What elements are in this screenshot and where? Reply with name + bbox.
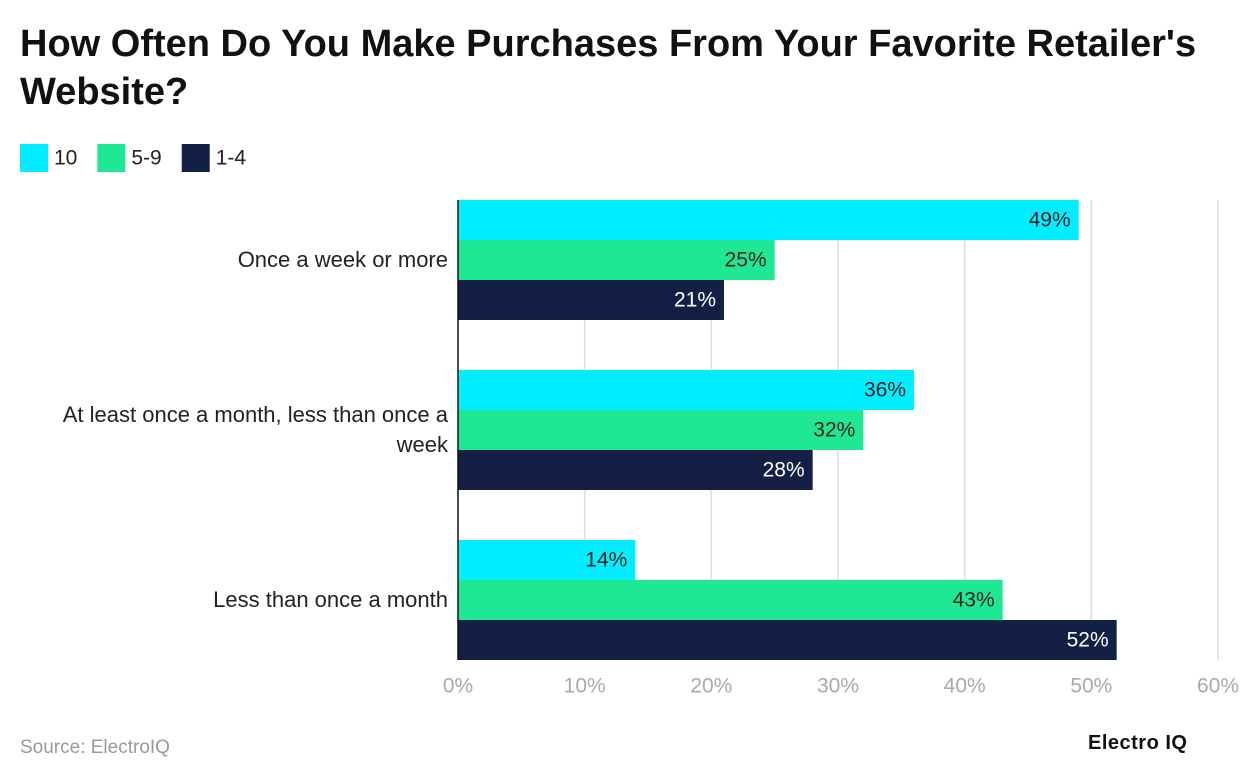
bar xyxy=(458,580,1003,620)
x-tick-label: 60% xyxy=(1197,675,1239,698)
value-label: 52% xyxy=(1067,629,1109,652)
chart-title: How Often Do You Make Purchases From You… xyxy=(20,23,1197,113)
y-tick-label: Once a week or more xyxy=(237,247,448,272)
y-tick-label: Less than once a month xyxy=(213,587,448,612)
value-label: 21% xyxy=(674,289,716,312)
legend-swatch xyxy=(181,144,210,172)
bar xyxy=(458,620,1117,660)
value-label: 32% xyxy=(813,419,855,442)
value-label: 25% xyxy=(725,249,767,272)
x-tick-label: 10% xyxy=(564,675,606,698)
x-tick-label: 40% xyxy=(944,675,986,698)
value-label: 14% xyxy=(585,549,627,572)
x-tick-label: 50% xyxy=(1070,675,1112,698)
bar xyxy=(458,450,813,490)
x-tick-label: 0% xyxy=(443,675,473,698)
bar xyxy=(458,200,1079,240)
legend-swatch xyxy=(97,144,126,172)
x-tick-label: 20% xyxy=(690,675,732,698)
bar xyxy=(458,280,724,320)
value-label: 49% xyxy=(1029,209,1071,232)
x-tick-label: 30% xyxy=(817,675,859,698)
bar xyxy=(458,240,775,280)
bar xyxy=(458,540,636,580)
value-label: 28% xyxy=(763,459,805,482)
legend-label: 1-4 xyxy=(216,147,247,170)
legend-swatch xyxy=(20,144,48,172)
source: Source: ElectroIQ xyxy=(20,737,170,758)
value-label: 36% xyxy=(864,379,906,402)
logo: Electro IQ xyxy=(1088,732,1188,754)
value-label: 43% xyxy=(953,589,995,612)
legend-label: 10 xyxy=(54,147,77,170)
bar xyxy=(458,370,914,410)
legend-label: 5-9 xyxy=(131,147,161,170)
y-tick-label: At least once a month, less than once a … xyxy=(62,402,448,457)
bar xyxy=(458,410,864,450)
